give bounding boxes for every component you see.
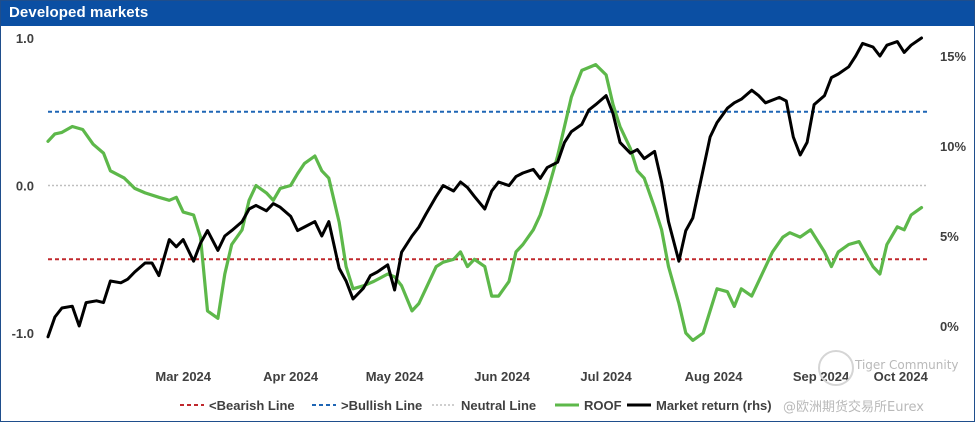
legend-label-4: Market return (rhs) (656, 398, 772, 413)
chart-title: Developed markets (9, 4, 149, 21)
legend-label-1: >Bullish Line (341, 398, 422, 413)
legend: <Bearish Line >Bullish Line Neutral Line RO… (180, 398, 772, 413)
left-axis-ticks: 1.0 0.0 -1.0 (12, 31, 34, 341)
left-tick-label: -1.0 (12, 326, 34, 341)
watermark-brand: Tiger Community (855, 358, 959, 372)
x-tick-label: May 2024 (366, 369, 425, 384)
x-tick-label: Jul 2024 (580, 369, 632, 384)
watermark-logo-icon (818, 350, 854, 386)
right-tick-label: 0% (940, 319, 959, 334)
reference-lines (48, 110, 928, 261)
right-tick-label: 10% (940, 139, 966, 154)
x-axis-ticks: Mar 2024 Apr 2024 May 2024 Jun 2024 Jul 2024… (155, 369, 928, 384)
title-bar: Developed markets (1, 1, 974, 26)
watermark-handle: @欧洲期货交易所Eurex (783, 400, 924, 415)
x-tick-label: Oct 2024 (874, 369, 929, 384)
right-tick-label: 15% (940, 49, 966, 64)
left-tick-label: 0.0 (16, 179, 34, 194)
series-lines (46, 36, 924, 342)
legend-label-2: Neutral Line (461, 398, 536, 413)
series-line-0 (46, 62, 924, 342)
right-tick-label: 5% (940, 229, 959, 244)
right-axis-ticks: 15% 10% 5% 0% (940, 49, 966, 334)
x-tick-label: Aug 2024 (685, 369, 744, 384)
legend-label-0: <Bearish Line (209, 398, 295, 413)
left-tick-label: 1.0 (16, 31, 34, 46)
legend-label-3: ROOF (584, 398, 622, 413)
x-tick-label: Mar 2024 (155, 369, 211, 384)
x-tick-label: Jun 2024 (474, 369, 530, 384)
series-line-1 (46, 36, 923, 339)
x-tick-label: Apr 2024 (263, 369, 319, 384)
